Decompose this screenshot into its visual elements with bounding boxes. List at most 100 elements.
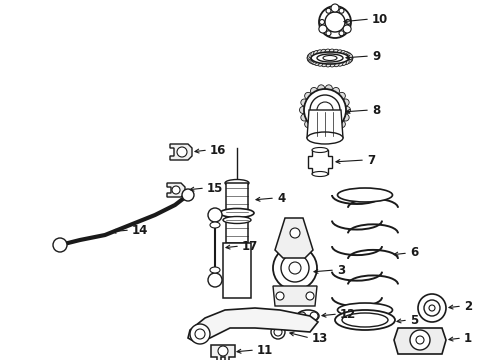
Circle shape: [317, 60, 323, 66]
Circle shape: [343, 59, 349, 64]
Text: 2: 2: [464, 300, 472, 312]
Ellipse shape: [310, 95, 340, 125]
Ellipse shape: [317, 102, 333, 118]
Polygon shape: [273, 286, 317, 306]
Ellipse shape: [335, 310, 395, 330]
Circle shape: [307, 55, 313, 61]
Circle shape: [342, 99, 349, 106]
Text: 8: 8: [372, 104, 380, 117]
Circle shape: [317, 50, 323, 56]
Circle shape: [306, 292, 314, 300]
Polygon shape: [275, 218, 313, 258]
Circle shape: [177, 147, 187, 157]
Circle shape: [333, 49, 339, 55]
Circle shape: [333, 61, 339, 67]
Circle shape: [311, 126, 318, 132]
Ellipse shape: [317, 54, 343, 62]
Circle shape: [416, 336, 424, 344]
Circle shape: [346, 56, 353, 62]
Circle shape: [305, 121, 312, 128]
Circle shape: [325, 49, 331, 55]
Text: 9: 9: [372, 50, 380, 63]
Text: 10: 10: [372, 13, 388, 26]
Ellipse shape: [312, 148, 328, 153]
Circle shape: [410, 330, 430, 350]
Ellipse shape: [210, 267, 220, 273]
Polygon shape: [170, 144, 192, 160]
Circle shape: [290, 228, 300, 238]
Ellipse shape: [297, 310, 319, 322]
Circle shape: [314, 50, 319, 57]
Circle shape: [325, 128, 332, 135]
Text: 7: 7: [367, 153, 375, 166]
Circle shape: [319, 25, 327, 33]
Circle shape: [318, 128, 325, 135]
Ellipse shape: [311, 52, 349, 64]
Polygon shape: [307, 110, 343, 138]
Circle shape: [195, 329, 205, 339]
Text: 13: 13: [312, 332, 328, 345]
Text: 5: 5: [410, 314, 418, 327]
Ellipse shape: [225, 180, 249, 186]
Circle shape: [273, 246, 317, 290]
Circle shape: [309, 53, 315, 59]
Circle shape: [326, 8, 331, 13]
Circle shape: [319, 6, 351, 38]
Circle shape: [325, 12, 345, 32]
Ellipse shape: [304, 89, 346, 131]
Ellipse shape: [307, 132, 343, 144]
Circle shape: [339, 31, 344, 36]
Text: 17: 17: [242, 239, 258, 252]
Circle shape: [337, 60, 343, 66]
Circle shape: [321, 49, 327, 55]
Circle shape: [307, 54, 314, 60]
Ellipse shape: [210, 222, 220, 228]
Circle shape: [172, 186, 180, 194]
Circle shape: [326, 31, 331, 36]
Circle shape: [329, 61, 335, 67]
Ellipse shape: [271, 325, 285, 339]
Circle shape: [311, 87, 318, 94]
Text: 11: 11: [257, 343, 273, 356]
Ellipse shape: [342, 313, 388, 327]
Circle shape: [325, 85, 332, 92]
Circle shape: [329, 49, 335, 55]
Ellipse shape: [220, 208, 254, 217]
Circle shape: [345, 53, 351, 59]
Circle shape: [345, 19, 350, 24]
Circle shape: [310, 312, 318, 320]
Circle shape: [208, 273, 222, 287]
Polygon shape: [167, 183, 185, 197]
Circle shape: [190, 324, 210, 344]
Circle shape: [339, 93, 345, 99]
Circle shape: [418, 294, 446, 322]
Circle shape: [305, 93, 312, 99]
Ellipse shape: [223, 216, 251, 224]
Circle shape: [299, 107, 307, 113]
Text: 6: 6: [410, 247, 418, 260]
Text: 4: 4: [277, 192, 285, 204]
Polygon shape: [308, 150, 332, 174]
Text: 14: 14: [132, 224, 148, 237]
Circle shape: [311, 51, 317, 58]
Circle shape: [341, 59, 346, 66]
Circle shape: [343, 107, 350, 113]
Circle shape: [182, 189, 194, 201]
Polygon shape: [188, 308, 318, 342]
Circle shape: [333, 126, 340, 132]
Ellipse shape: [338, 188, 392, 202]
Circle shape: [337, 50, 343, 56]
Circle shape: [341, 50, 346, 57]
Circle shape: [331, 4, 339, 12]
Circle shape: [424, 300, 440, 316]
Circle shape: [339, 8, 344, 13]
Ellipse shape: [312, 171, 328, 176]
Circle shape: [311, 59, 317, 64]
Circle shape: [342, 114, 349, 121]
Polygon shape: [211, 345, 235, 360]
Circle shape: [346, 54, 353, 60]
Circle shape: [333, 87, 340, 94]
Circle shape: [339, 121, 345, 128]
Text: 3: 3: [337, 264, 345, 276]
Circle shape: [53, 238, 67, 252]
